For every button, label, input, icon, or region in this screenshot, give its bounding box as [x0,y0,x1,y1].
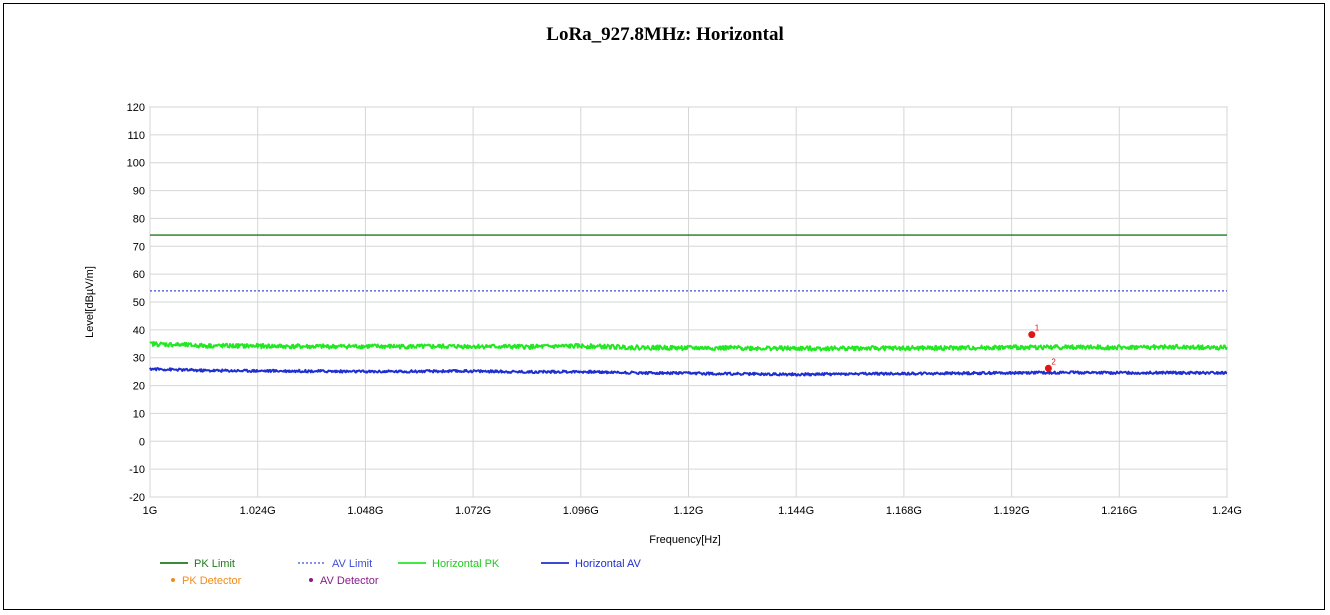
x-tick-label: 1G [143,505,158,517]
legend-swatch [171,578,175,582]
y-tick-label: 90 [133,186,145,198]
y-tick-label: -10 [129,464,145,476]
chart-title: LoRa_927.8MHz: Horizontal [546,24,784,45]
legend-entry-label: AV Detector [320,575,379,587]
marker-label: 2 [1051,357,1056,366]
series-line-horizontal-av [149,367,1228,377]
x-axis-label: Frequency[Hz] [649,534,721,546]
legend: PK Limit AV Limit Horizontal PK Horizontal … [160,558,641,587]
legend-swatch [309,578,313,582]
x-tick-label: 1.24G [1212,505,1242,517]
x-tick-label: 1.096G [563,505,599,517]
x-tick-label: 1.168G [886,505,922,517]
x-tick-label: 1.144G [778,505,814,517]
x-tick-labels: 1G 1.024G 1.048G 1.072G 1.096G 1.12G 1.144G 1.1… [143,505,1242,517]
grid-lines [149,106,1228,498]
y-tick-label: 40 [133,325,145,337]
y-tick-label: -20 [129,492,145,504]
x-tick-label: 1.192G [994,505,1030,517]
y-axis-label: Level[dBµV/m] [84,266,96,338]
marker-layer: 12 [1028,324,1056,372]
y-tick-label: 50 [133,297,145,309]
legend-entry-label: PK Detector [182,575,242,587]
y-tick-label: 100 [127,158,145,170]
marker-point [1028,331,1036,339]
legend-entry-label: Horizontal AV [575,558,641,570]
x-tick-label: 1.12G [674,505,704,517]
y-tick-label: 80 [133,213,145,225]
x-tick-label: 1.216G [1101,505,1137,517]
y-tick-label: 30 [133,353,145,365]
y-tick-label: 0 [139,436,145,448]
marker-label: 1 [1035,324,1040,333]
report-frame: LoRa_927.8MHz: Horizontal [3,3,1325,610]
y-tick-label: 60 [133,269,145,281]
y-tick-label: 120 [127,102,145,114]
y-tick-label: 110 [127,130,145,142]
x-tick-label: 1.048G [347,505,383,517]
y-tick-label: 10 [133,408,145,420]
series-line-horizontal-pk [149,341,1228,352]
y-tick-label: 70 [133,241,145,253]
legend-entry-label: PK Limit [194,558,235,570]
legend-entry-label: Horizontal PK [432,558,500,570]
x-tick-label: 1.024G [240,505,276,517]
marker-point [1044,364,1052,372]
legend-entry-label: AV Limit [332,558,372,570]
y-tick-label: 20 [133,381,145,393]
x-tick-label: 1.072G [455,505,491,517]
series-layer [149,234,1228,377]
